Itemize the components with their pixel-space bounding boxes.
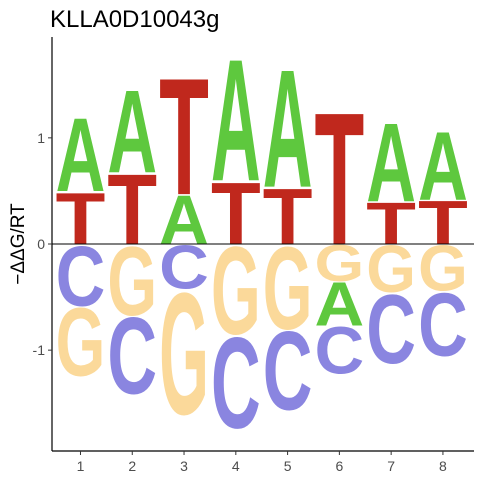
logo-letter-A: A — [315, 270, 365, 339]
logo-letter-G: G — [159, 256, 209, 451]
x-tick-label: 3 — [180, 458, 188, 474]
x-tick-label: 1 — [77, 458, 85, 474]
logo-letter-G: G — [315, 235, 365, 293]
x-tick-label: 2 — [128, 458, 136, 474]
logo-letter-G: G — [56, 288, 106, 397]
logo-letter-A: A — [107, 67, 157, 198]
logo-letter-T: T — [418, 189, 468, 258]
logo-letter-T: T — [107, 154, 157, 266]
x-axis-ticks: 1 2 3 4 5 6 7 8 — [77, 451, 447, 474]
logo-letter-C: C — [107, 296, 157, 418]
logo-letter-T: T — [56, 178, 106, 260]
logo-letter-A: A — [263, 36, 313, 223]
logo-letter-T: T — [159, 43, 209, 230]
logo-letter-A: A — [366, 100, 416, 225]
logo-letter-T: T — [315, 73, 365, 285]
logo-letter-C: C — [211, 311, 261, 456]
logo-letter-G: G — [263, 223, 313, 355]
logo-letter-G: G — [211, 222, 261, 362]
y-tick-label: 1 — [37, 130, 45, 146]
y-tick-label: -1 — [33, 342, 46, 358]
logo-letter-C: C — [418, 275, 468, 375]
logo-letter-C: C — [366, 275, 416, 385]
x-tick-label: 5 — [284, 458, 292, 474]
y-axis-title: −ΔΔG/RT — [8, 203, 29, 285]
logo-letter-T: T — [211, 165, 261, 264]
logo-letter-C: C — [56, 230, 106, 325]
logo-letter-A: A — [159, 181, 209, 259]
y-axis-ticks: -1 0 1 — [33, 130, 52, 358]
logo-letter-A: A — [418, 112, 468, 221]
x-tick-label: 6 — [335, 458, 343, 474]
y-tick-label: 0 — [37, 236, 45, 252]
logo-letter-T: T — [366, 192, 416, 258]
x-tick-label: 4 — [232, 458, 240, 474]
logo-letter-A: A — [211, 24, 261, 219]
logo-letter-C: C — [315, 315, 365, 389]
x-tick-label: 7 — [387, 458, 395, 474]
chart-title: KLLA0D10043g — [50, 6, 219, 33]
logo-letter-T: T — [263, 173, 313, 262]
logo-letter-C: C — [263, 308, 313, 433]
x-tick-label: 8 — [439, 458, 447, 474]
logo-letter-A: A — [56, 96, 106, 213]
